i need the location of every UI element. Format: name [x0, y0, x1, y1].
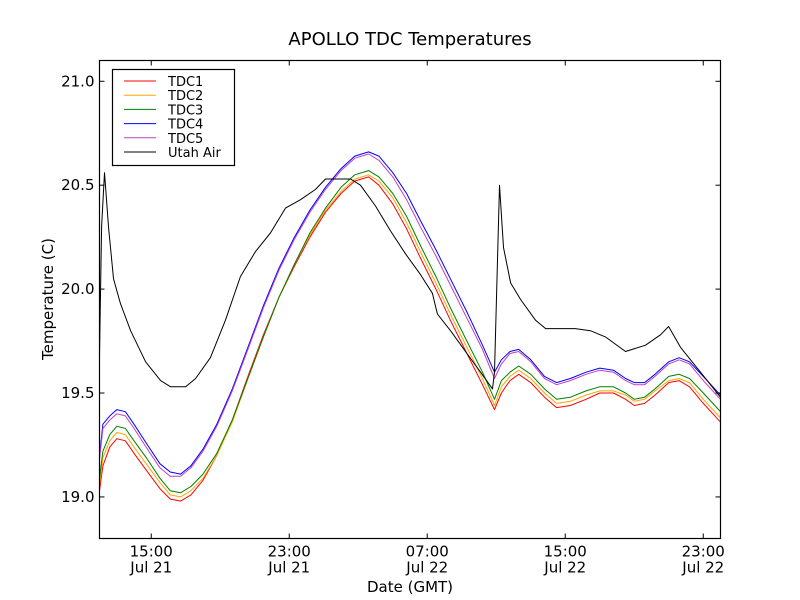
y-axis-label: Temperature (C) [39, 238, 57, 361]
legend-label: TDC1 [167, 75, 203, 90]
plot-frame [98, 59, 722, 540]
chart-title: APOLLO TDC Temperatures [288, 29, 531, 50]
x-tick-label-time: 15:00 [130, 543, 173, 561]
series-line-tdc4 [99, 151, 720, 475]
x-tick-label-time: 15:00 [544, 543, 587, 561]
x-axis-label: Date (GMT) [367, 578, 453, 596]
y-tick-label: 21.0 [61, 72, 94, 90]
y-tick-label: 19.0 [61, 488, 94, 506]
legend-label: Utah Air [168, 146, 221, 161]
y-tick-label: 20.0 [61, 280, 94, 298]
y-axis: 19.0 19.5 20.0 20.5 21.0 [61, 72, 721, 506]
series-line-tdc3 [99, 170, 720, 494]
legend-label: TDC2 [167, 89, 203, 104]
y-tick-label: 20.5 [61, 176, 94, 194]
x-tick-label-date: Jul 21 [129, 559, 172, 577]
legend-label: TDC3 [167, 103, 203, 118]
series-line-utah-air [99, 172, 720, 398]
x-tick-label-time: 23:00 [268, 543, 311, 561]
x-tick-label-date: Jul 21 [267, 559, 310, 577]
series-line-tdc1 [99, 176, 720, 502]
legend-label: TDC5 [167, 132, 203, 147]
legend-label: TDC4 [167, 118, 203, 133]
x-tick-label-time: 07:00 [406, 543, 449, 561]
x-tick-label-time: 23:00 [682, 543, 725, 561]
series-layer [99, 151, 720, 502]
x-tick-label-date: Jul 22 [405, 559, 448, 577]
series-line-tdc5 [99, 153, 720, 477]
y-tick-label: 19.5 [61, 384, 94, 402]
x-tick-label-date: Jul 22 [681, 559, 724, 577]
series-line-tdc2 [99, 174, 720, 498]
legend-box [111, 68, 236, 167]
x-tick-label-date: Jul 22 [543, 559, 586, 577]
